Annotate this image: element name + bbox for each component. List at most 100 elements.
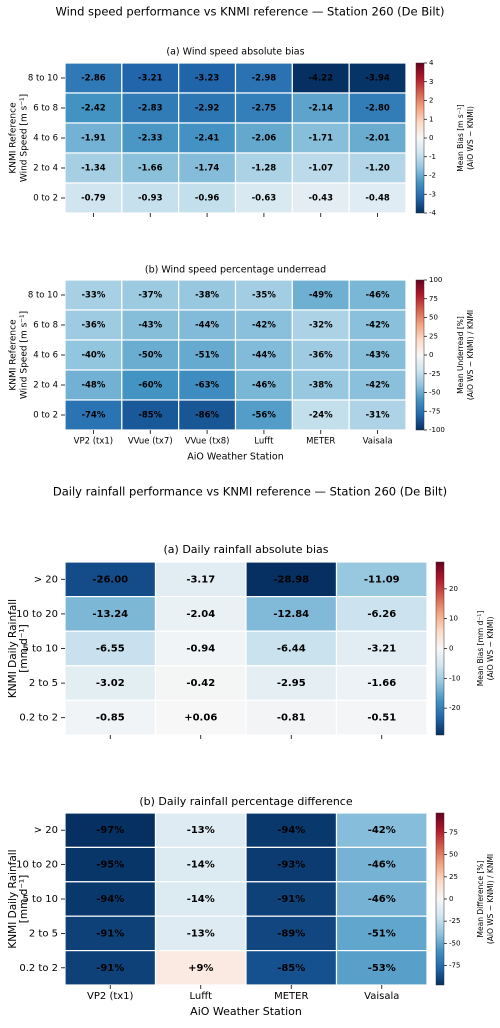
heatmap-cell <box>121 152 180 184</box>
colorbar <box>435 812 445 986</box>
cell-label: -13.24 <box>92 609 128 620</box>
colorbar-tick-label: 50 <box>449 851 458 859</box>
cell-label: -2.01 <box>365 134 390 144</box>
y-tick-label: 5 to 10 <box>23 894 58 905</box>
cell-label: -2.06 <box>252 134 277 144</box>
heatmap-cell <box>64 949 157 986</box>
x-tick-label: Vaisala <box>363 437 393 447</box>
colorbar <box>435 561 445 736</box>
cell-label: -11.09 <box>364 574 400 585</box>
x-tick-label: VP2 (tx1) <box>74 437 113 447</box>
cell-label: -40% <box>81 351 105 361</box>
colorbar-tick-label: -25 <box>449 917 460 925</box>
heatmap-cell <box>64 399 123 431</box>
y-tick-label: 8 to 10 <box>28 291 58 301</box>
colorbar-tick-label: -25 <box>429 370 440 378</box>
heatmap-cell <box>121 92 180 124</box>
cell-label: -94% <box>96 894 124 905</box>
heatmap-cell <box>335 812 428 849</box>
y-tick-label: 2 to 4 <box>33 164 58 174</box>
heatmap-cell <box>234 369 293 401</box>
colorbar-tick-label: -50 <box>449 939 460 947</box>
cell-label: -1.66 <box>138 164 163 174</box>
cell-label: -51% <box>368 928 396 939</box>
heatmap-cell <box>245 915 338 952</box>
cell-label: -26.00 <box>92 574 128 585</box>
heatmap-cell <box>178 399 237 431</box>
cell-label: -1.07 <box>309 164 334 174</box>
heatmap-cell <box>348 182 407 214</box>
cell-label: -35% <box>252 291 276 301</box>
x-tick-label: Lufft <box>254 437 274 447</box>
cell-label: -2.86 <box>81 74 106 84</box>
cell-label: -0.94 <box>186 644 215 655</box>
colorbar-tick-label: -20 <box>449 704 460 712</box>
x-axis-label: AiO Weather Station <box>190 1005 302 1018</box>
heatmap-cell <box>178 152 237 184</box>
heatmap-cell <box>64 369 123 401</box>
cell-label: -3.21 <box>367 644 396 655</box>
heatmap-cell <box>154 812 247 849</box>
cell-label: -24% <box>309 411 333 421</box>
colorbar-tick-label: 0 <box>449 645 453 653</box>
colorbar-tick-label: -2 <box>429 172 436 180</box>
colorbar-tick-label: 75 <box>449 829 458 837</box>
cell-label: -2.80 <box>365 104 390 114</box>
cell-label: -37% <box>138 291 162 301</box>
cell-label: -94% <box>277 825 305 836</box>
heatmap-cell <box>348 152 407 184</box>
heatmap-cell <box>234 152 293 184</box>
heatmap-cell <box>245 630 338 667</box>
heatmap-cell <box>335 595 428 632</box>
y-tick-label: 4 to 6 <box>33 134 58 144</box>
cell-label: -0.85 <box>96 713 125 724</box>
cell-label: -44% <box>195 321 219 331</box>
cell-label: -0.96 <box>195 194 220 204</box>
panel-title: (b) Daily rainfall percentage difference <box>139 795 352 808</box>
heatmap-cell <box>291 369 350 401</box>
panel-title: (a) Daily rainfall absolute bias <box>164 543 329 556</box>
cell-label: -42% <box>368 825 396 836</box>
colorbar-tick-label: -75 <box>429 407 440 415</box>
cell-label: -2.83 <box>138 104 163 114</box>
cell-label: -46% <box>368 860 396 871</box>
y-tick-label: > 20 <box>34 574 58 585</box>
colorbar-tick-label: -50 <box>429 389 440 397</box>
cell-label: -1.28 <box>252 164 277 174</box>
heatmap-cell <box>154 561 247 598</box>
cell-label: -38% <box>309 381 333 391</box>
cell-label: -6.26 <box>367 609 396 620</box>
cell-label: -0.81 <box>277 713 306 724</box>
heatmap-cell <box>64 595 157 632</box>
cell-label: -6.44 <box>277 644 306 655</box>
panel-title: (b) Wind speed percentage underread <box>145 265 326 276</box>
x-tick-label: VVue (tx8) <box>185 437 230 447</box>
cell-label: -51% <box>195 351 219 361</box>
cell-label: -43% <box>366 351 390 361</box>
heatmap-cell <box>348 339 407 371</box>
cell-label: -0.51 <box>367 713 396 724</box>
heatmap-cell <box>154 665 247 701</box>
colorbar-label: (AiO WS − KNMI) <box>466 106 475 170</box>
cell-label: -91% <box>96 928 124 939</box>
cell-label: +0.06 <box>184 713 217 724</box>
y-axis-label: [mm d⁻¹] <box>18 875 30 923</box>
y-axis-label: KNMI Daily Rainfall <box>7 849 19 948</box>
heatmap-cell <box>348 279 407 311</box>
cell-label: -48% <box>81 381 105 391</box>
colorbar-tick-label: 0 <box>429 134 433 142</box>
cell-label: -2.42 <box>81 104 106 114</box>
figure-title: Wind speed performance vs KNMI reference… <box>55 5 444 19</box>
cell-label: -6.55 <box>96 644 125 655</box>
figure-title: Daily rainfall performance vs KNMI refer… <box>53 485 447 499</box>
colorbar-tick-label: 4 <box>429 59 434 67</box>
colorbar-tick-label: 0 <box>429 351 433 359</box>
heatmap-cell <box>335 881 428 917</box>
cell-label: -85% <box>277 963 305 974</box>
heatmap-cell <box>154 595 247 632</box>
cell-label: -74% <box>81 411 105 421</box>
heatmap-cell <box>234 399 293 431</box>
cell-label: -2.92 <box>195 104 220 114</box>
colorbar <box>415 62 425 214</box>
